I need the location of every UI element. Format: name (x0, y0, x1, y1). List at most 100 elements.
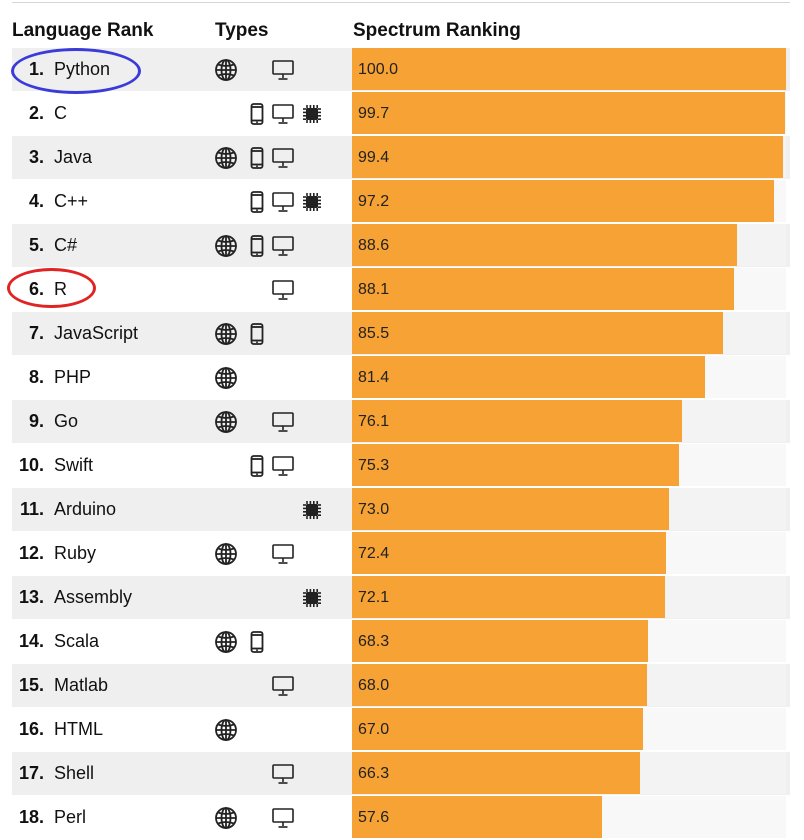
desktop-icon (271, 410, 295, 434)
score-label: 88.1 (358, 281, 390, 298)
language-name[interactable]: Scala (54, 631, 100, 651)
rank-number: 4. (28, 191, 44, 211)
desktop-icon (271, 278, 295, 302)
table-row[interactable]: 11. Arduino 73.0 (12, 488, 790, 532)
web-icon (214, 542, 238, 566)
table-row[interactable]: 16. HTML 67.0 (12, 708, 790, 752)
spectrum-bar (352, 48, 786, 90)
spectrum-bar (352, 708, 643, 750)
desktop-icon (271, 674, 295, 698)
ranking-table: 1. Python 100.0 2. C 99.7 3. Java 99.4 4. C++ 97.2 5… (12, 48, 790, 840)
rank-number: 14. (18, 631, 44, 651)
table-row[interactable]: 1. Python 100.0 (12, 48, 790, 92)
spectrum-bar (352, 532, 666, 574)
desktop-icon (271, 542, 295, 566)
language-name[interactable]: C# (54, 235, 78, 255)
table-row[interactable]: 9. Go 76.1 (12, 400, 790, 444)
spectrum-bar (352, 444, 679, 486)
score-label: 75.3 (358, 457, 390, 474)
web-icon (214, 146, 238, 170)
language-name[interactable]: Matlab (54, 675, 109, 695)
header-spectrum-ranking[interactable]: Spectrum Ranking (353, 20, 521, 41)
language-name[interactable]: R (54, 279, 67, 299)
language-name[interactable]: JavaScript (54, 323, 139, 343)
table-row[interactable]: 18. Perl 57.6 (12, 796, 790, 840)
table-row[interactable]: 3. Java 99.4 (12, 136, 790, 180)
rank-number: 18. (18, 807, 44, 827)
mobile-icon (245, 102, 269, 126)
web-icon (214, 322, 238, 346)
score-label: 99.4 (358, 149, 390, 166)
mobile-icon (245, 146, 269, 170)
score-label: 67.0 (358, 721, 390, 738)
table-row[interactable]: 13. Assembly 72.1 (12, 576, 790, 620)
table-row[interactable]: 6. R 88.1 (12, 268, 790, 312)
desktop-icon (271, 146, 295, 170)
language-name[interactable]: Assembly (54, 587, 133, 607)
rank-number: 12. (18, 543, 44, 563)
rank-number: 7. (28, 323, 44, 343)
mobile-icon (245, 322, 269, 346)
score-label: 76.1 (358, 413, 390, 430)
rank-number: 3. (28, 147, 44, 167)
spectrum-bar (352, 92, 785, 134)
language-name[interactable]: Shell (54, 763, 95, 783)
embedded-icon (300, 190, 324, 214)
table-row[interactable]: 5. C# 88.6 (12, 224, 790, 268)
rank-number: 5. (28, 235, 44, 255)
score-label: 88.6 (358, 237, 390, 254)
rank-number: 11. (19, 499, 44, 519)
score-label: 99.7 (358, 105, 390, 122)
language-name[interactable]: HTML (54, 719, 103, 739)
desktop-icon (271, 454, 295, 478)
table-row[interactable]: 12. Ruby 72.4 (12, 532, 790, 576)
table-row[interactable]: 4. C++ 97.2 (12, 180, 790, 224)
table-row[interactable]: 2. C 99.7 (12, 92, 790, 136)
language-name[interactable]: Perl (54, 807, 87, 827)
language-name[interactable]: Java (54, 147, 93, 167)
score-label: 97.2 (358, 193, 390, 210)
table-row[interactable]: 8. PHP 81.4 (12, 356, 790, 400)
language-name[interactable]: Go (54, 411, 79, 431)
web-icon (214, 234, 238, 258)
mobile-icon (245, 630, 269, 654)
web-icon (214, 58, 238, 82)
web-icon (214, 410, 238, 434)
language-name[interactable]: C++ (54, 191, 89, 211)
table-row[interactable]: 17. Shell 66.3 (12, 752, 790, 796)
header-types[interactable]: Types (215, 20, 269, 41)
rank-number: 8. (28, 367, 44, 387)
mobile-icon (245, 234, 269, 258)
embedded-icon (300, 102, 324, 126)
language-name[interactable]: Swift (54, 455, 94, 475)
spectrum-bar (352, 136, 783, 178)
header-language-rank[interactable]: Language Rank (12, 20, 154, 41)
score-label: 57.6 (358, 809, 390, 826)
spectrum-bar (352, 752, 640, 794)
desktop-icon (271, 58, 295, 82)
language-name[interactable]: Arduino (54, 499, 117, 519)
rank-number: 6. (28, 279, 44, 299)
web-icon (214, 806, 238, 830)
desktop-icon (271, 190, 295, 214)
score-label: 68.0 (358, 677, 390, 694)
spectrum-bar (352, 312, 723, 354)
rank-number: 1. (28, 59, 44, 79)
mobile-icon (245, 190, 269, 214)
table-row[interactable]: 10. Swift 75.3 (12, 444, 790, 488)
desktop-icon (271, 762, 295, 786)
score-label: 72.1 (358, 589, 390, 606)
spectrum-bar (352, 180, 774, 222)
language-name[interactable]: Ruby (54, 543, 97, 563)
table-row[interactable]: 7. JavaScript 85.5 (12, 312, 790, 356)
language-name[interactable]: C (54, 103, 67, 123)
rank-number: 15. (18, 675, 44, 695)
table-row[interactable]: 15. Matlab 68.0 (12, 664, 790, 708)
language-name[interactable]: Python (54, 59, 111, 79)
rank-number: 2. (28, 103, 44, 123)
table-row[interactable]: 14. Scala 68.3 (12, 620, 790, 664)
spectrum-bar (352, 576, 665, 618)
language-name[interactable]: PHP (54, 367, 92, 387)
rank-number: 13. (18, 587, 44, 607)
desktop-icon (271, 234, 295, 258)
